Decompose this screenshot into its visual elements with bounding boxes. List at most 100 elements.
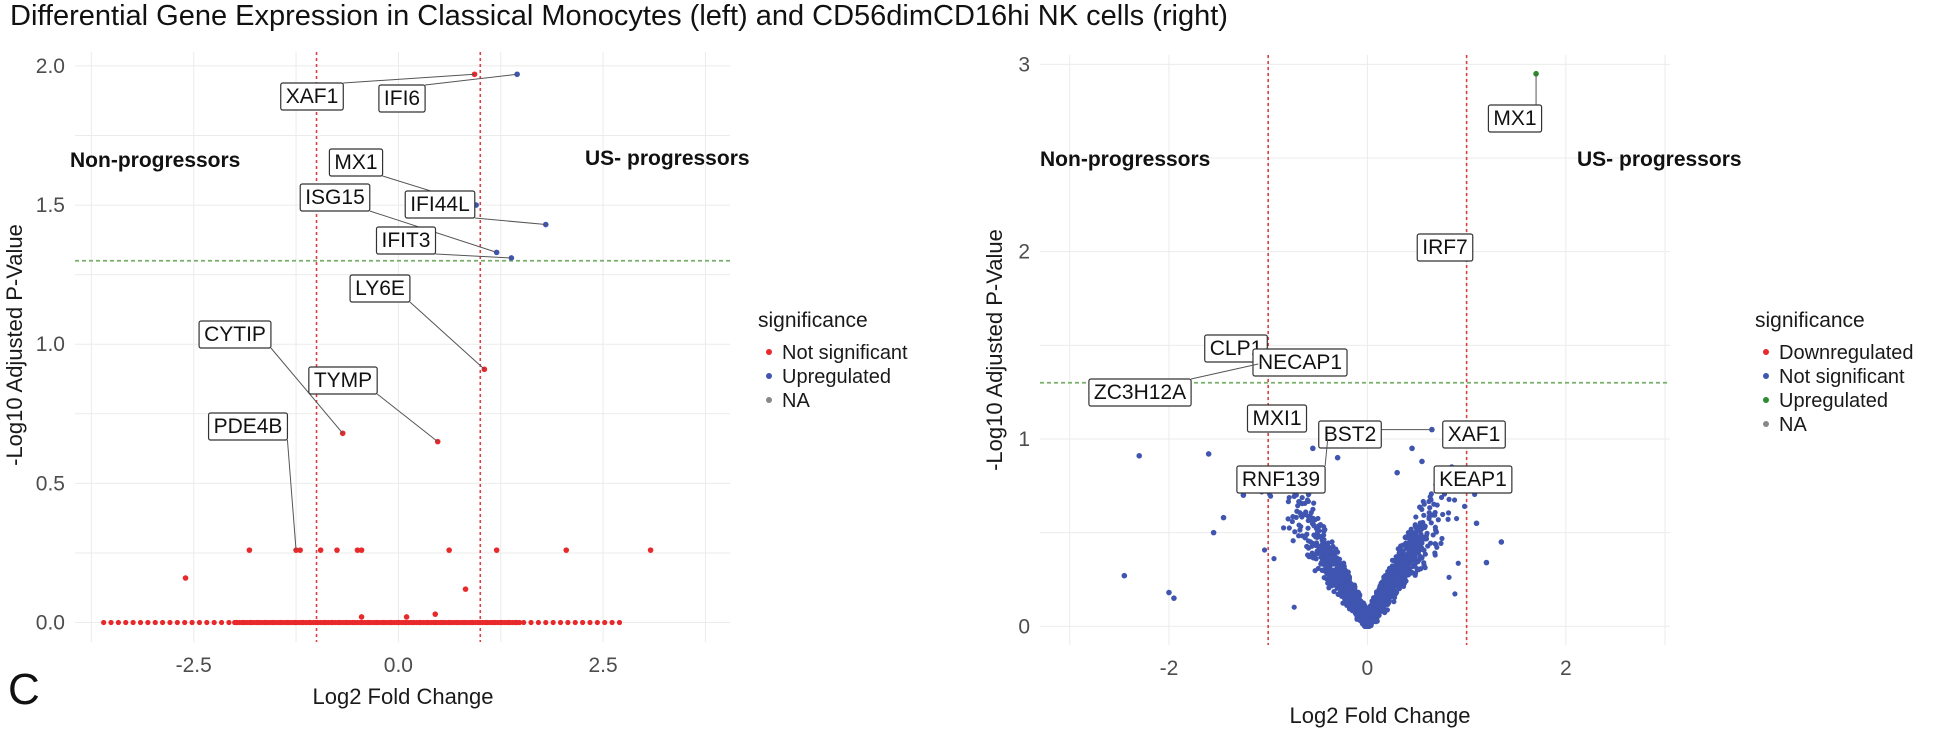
data-point [1352,597,1358,603]
group-label-left-nonprogressors: Non-progressors [70,149,240,172]
data-point [1453,515,1460,522]
data-point [1452,591,1458,597]
data-point [1422,551,1428,557]
data-point [1312,517,1318,523]
data-point [130,619,136,626]
data-point [1411,551,1417,557]
data-point [1318,554,1324,560]
data-point [1280,525,1287,531]
data-point [1440,511,1446,518]
data-point [432,611,439,617]
data-point [1267,493,1274,499]
data-point [1389,578,1395,584]
gene-label-text: RNF139 [1242,468,1320,491]
data-point [1298,511,1305,517]
gene-label: ISG15 [299,183,497,253]
data-point [1311,500,1317,506]
data-point [297,547,303,553]
gene-label-box [404,190,476,219]
data-point [1435,517,1441,523]
data-point [1439,535,1445,542]
data-point [1445,516,1451,522]
data-point [1391,599,1397,605]
guides-left [75,52,730,642]
y-axis-label-right: -Log10 Adjusted P-Value [982,229,1007,471]
gene-label-box [299,183,371,212]
x-tick-label: 2.5 [588,654,617,677]
data-point [1311,523,1317,529]
data-point [616,619,623,626]
data-point [1313,542,1319,549]
x-axis-label-right: Log2 Fold Change [1289,703,1470,728]
gene-label-box [1318,420,1382,449]
data-point [1419,458,1425,465]
data-point [354,547,361,553]
gene-label-text: XAF1 [286,85,339,108]
data-point [1295,503,1301,509]
chart-left: XAF1 IFI6 MX1 ISG15 IFI44L IFIT3 LY6E CYTIP TYMP… [2,52,908,709]
legend-key-right-3 [1763,421,1769,427]
y-tick-label: 0.0 [36,612,65,635]
data-point [1297,527,1303,533]
data-point [493,547,500,553]
data-point [1285,499,1292,505]
gene-label-text: TYMP [314,369,372,392]
data-point [1402,579,1408,585]
data-point [1417,504,1423,510]
data-point [1396,586,1403,592]
data-point [1359,620,1365,626]
data-point [1410,563,1416,570]
y-tick-label: 2 [1018,241,1030,264]
data-point [1421,512,1427,518]
data-point [572,619,578,626]
data-point [1392,563,1398,569]
legend-left: significance Not significant Upregulated… [758,309,908,412]
data-point [1331,561,1337,567]
ticks-right: -2 0 2 0 1 2 3 [1018,53,1571,680]
data-point [1498,539,1505,545]
data-point [167,619,173,626]
data-point [1445,510,1452,516]
x-tick-label: 2 [1560,657,1572,680]
data-point [1331,588,1337,595]
group-label-left-progressors: US- progressors [585,147,750,170]
data-point [1210,529,1217,536]
gene-label-box [207,412,289,441]
figure-title: Differential Gene Expression in Classica… [10,0,1228,32]
x-tick-label: 0 [1362,657,1374,680]
gene-label-text: MX1 [334,151,377,174]
data-point [1294,508,1300,514]
data-point [1369,611,1375,617]
data-point [1373,611,1379,617]
data-point [1293,492,1299,498]
data-point [1305,552,1311,558]
y-tick-label: 0.5 [36,472,65,495]
data-point [226,619,232,626]
data-point [182,619,188,626]
data-point [358,547,365,553]
data-point [1341,563,1347,569]
legend-label-left-0: Not significant [782,342,908,364]
gene-label-box [308,366,378,395]
data-point [1432,512,1438,518]
data-point [1261,547,1268,553]
data-point [1290,513,1296,520]
gene-label-leader [270,347,344,434]
data-point [1428,497,1434,503]
x-axis-label-left: Log2 Fold Change [312,684,493,709]
x-tick-label: -2 [1160,657,1179,680]
gene-label-text: ZC3H12A [1094,381,1186,404]
group-label-right-progressors: US- progressors [1577,148,1742,171]
gene-label-leader [1190,363,1259,380]
legend-label-right-1: Not significant [1779,366,1905,388]
data-point [1407,560,1413,566]
data-point [1412,559,1418,566]
gene-label-box [280,82,344,111]
data-point [1289,518,1295,525]
data-point [1409,569,1415,575]
gene-label-text: MXI1 [1252,407,1301,430]
y-tick-label: 1.0 [36,333,65,356]
data-point [1315,529,1321,535]
